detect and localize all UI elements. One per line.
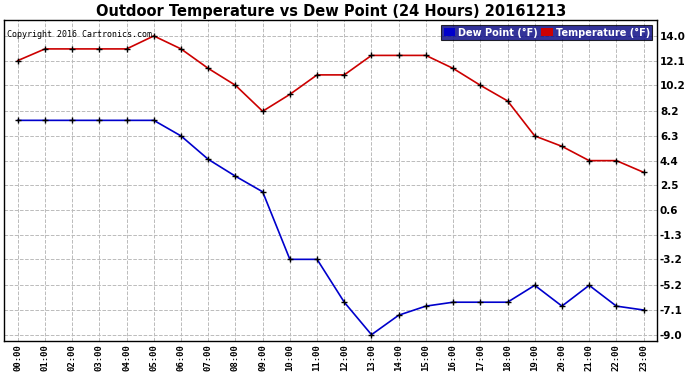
Legend: Dew Point (°F), Temperature (°F): Dew Point (°F), Temperature (°F): [442, 25, 652, 40]
Text: Copyright 2016 Cartronics.com: Copyright 2016 Cartronics.com: [8, 30, 152, 39]
Title: Outdoor Temperature vs Dew Point (24 Hours) 20161213: Outdoor Temperature vs Dew Point (24 Hou…: [95, 4, 566, 19]
